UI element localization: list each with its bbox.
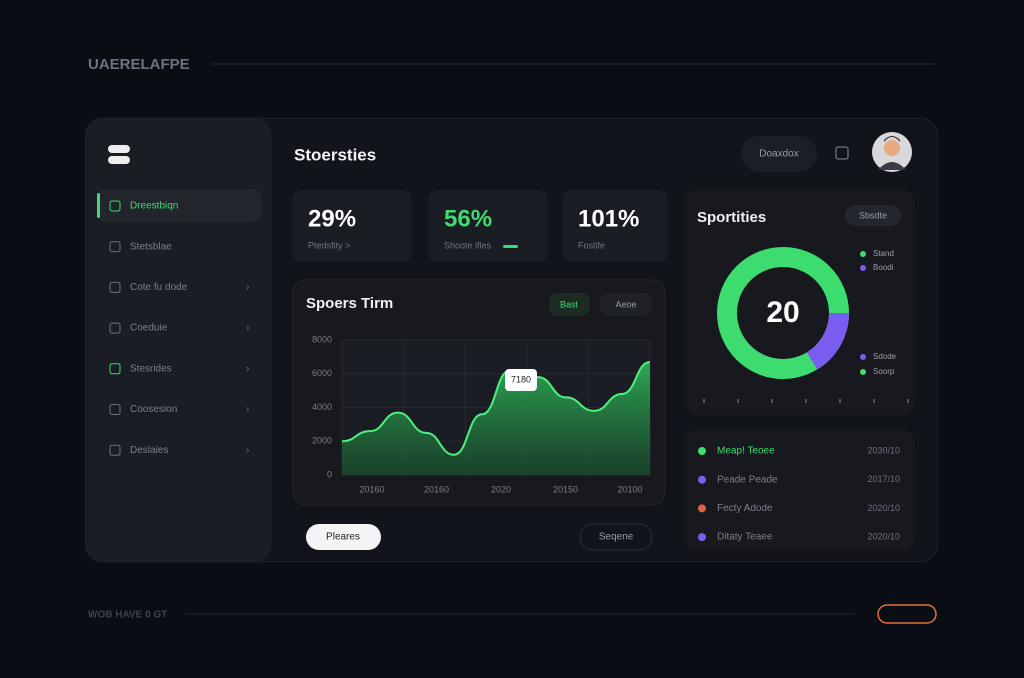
- nav-chevron: ›: [246, 363, 249, 374]
- trend-area: [342, 361, 650, 475]
- y-tick-label: 4000: [312, 402, 332, 412]
- avatar[interactable]: [872, 132, 912, 172]
- stat-label: Shoote ifles: [444, 240, 492, 250]
- nav-label[interactable]: Stetsblae: [130, 241, 172, 252]
- legend-label: Stand: [873, 249, 894, 258]
- legend-dot: [860, 354, 866, 360]
- legend-dot: [860, 251, 866, 257]
- logo: [108, 145, 130, 164]
- footer-text: WOB HAVE 0 GT: [88, 610, 167, 621]
- nav-icon: [109, 281, 121, 293]
- nav-icon: [109, 241, 121, 253]
- primary-button[interactable]: [306, 524, 381, 550]
- stat-card: [292, 190, 412, 262]
- row-value: 2020/10: [867, 531, 900, 541]
- x-tick-label: 20150: [553, 484, 578, 494]
- icon-button[interactable]: [835, 146, 849, 160]
- row-value: 2030/10: [867, 445, 900, 455]
- nav-label[interactable]: Stesrides: [130, 363, 172, 374]
- x-tick-label: 20100: [617, 484, 642, 494]
- nav-icon: [109, 200, 121, 212]
- y-tick-label: 2000: [312, 436, 332, 446]
- x-tick-label: 20160: [359, 484, 384, 494]
- trend-title: Spoers Tirm: [306, 295, 393, 312]
- row-name: Fecty Adode: [717, 503, 773, 514]
- top-button-label: Doaxdox: [759, 149, 798, 160]
- stat-label: Fostife: [578, 240, 605, 250]
- footer-button[interactable]: [877, 604, 937, 624]
- brand: UAERELAFPE: [88, 56, 190, 73]
- chip-label: Bast: [560, 299, 579, 309]
- nav-chevron: ›: [246, 282, 249, 293]
- donut-title: Sportities: [697, 209, 766, 226]
- nav-icon: [109, 322, 121, 334]
- row-value: 2017/10: [867, 474, 900, 484]
- primary-button-label: Pleares: [326, 532, 360, 543]
- stat-value: 101%: [578, 205, 639, 232]
- nav-chevron: ›: [246, 404, 249, 415]
- legend-dot: [860, 265, 866, 271]
- legend-label: Sdode: [873, 352, 897, 361]
- trend-line: [341, 360, 651, 456]
- nav-label[interactable]: Coosesion: [130, 404, 177, 415]
- nav-label[interactable]: Coeduie: [130, 323, 168, 334]
- list-card: [684, 430, 915, 550]
- chip[interactable]: [549, 293, 590, 316]
- nav-chevron: ›: [246, 323, 249, 334]
- axis-dot: [771, 399, 773, 403]
- row-dot: [698, 533, 706, 542]
- sidebar: [85, 118, 272, 562]
- row-dot: [698, 475, 706, 484]
- stat-card: [562, 190, 668, 262]
- donut-button[interactable]: [845, 205, 901, 226]
- donut-arc: [806, 312, 850, 370]
- tooltip: [505, 369, 537, 391]
- nav-label[interactable]: Deslaies: [130, 445, 168, 456]
- y-tick-label: 0: [327, 469, 332, 479]
- nav-chevron: ›: [246, 445, 249, 456]
- nav-icon: [109, 363, 121, 375]
- nav-icon: [109, 404, 121, 415]
- y-tick-label: 6000: [312, 368, 332, 378]
- row-dot: [698, 504, 706, 513]
- row-name: Meap! Teoee: [717, 446, 775, 457]
- page-title: Stoersties: [294, 145, 376, 164]
- chip-label: Aeoe: [615, 299, 636, 309]
- stat-card: [428, 190, 548, 262]
- axis-dot: [839, 399, 841, 403]
- active-item[interactable]: [97, 189, 262, 222]
- row-name: Ditaty Teaee: [717, 532, 773, 543]
- secondary-button-label: Seqene: [599, 532, 634, 543]
- row-value: 2020/10: [867, 503, 900, 513]
- y-tick-label: 8000: [312, 334, 332, 344]
- nav-label[interactable]: Cote fu dode: [130, 282, 188, 293]
- secondary-button[interactable]: [579, 523, 653, 551]
- legend-label: Boodi: [873, 263, 894, 272]
- legend-dot: [860, 369, 866, 375]
- x-tick-label: 2020: [491, 484, 511, 494]
- axis-dot: [805, 399, 807, 403]
- donut-center: 20: [766, 296, 799, 329]
- active-marker: [97, 193, 100, 218]
- row-name: Peade Peade: [717, 474, 778, 485]
- axis-dot: [907, 399, 909, 403]
- stat-value: 56%: [444, 205, 492, 232]
- nav-icon: [109, 444, 121, 456]
- nav-label[interactable]: Dreestbiqn: [130, 201, 178, 212]
- stat-value: 29%: [308, 205, 356, 232]
- x-tick-label: 20160: [424, 484, 449, 494]
- axis-dot: [737, 399, 739, 403]
- stat-bar: [503, 245, 518, 248]
- top-button[interactable]: [741, 136, 817, 172]
- donut-button-label: Sbsdte: [859, 210, 887, 220]
- tooltip-label: 7180: [511, 374, 531, 384]
- axis-dot: [703, 399, 705, 403]
- row-dot: [698, 447, 706, 455]
- legend-label: Soorp: [873, 367, 895, 376]
- stat-label: Ptedsfity >: [308, 240, 350, 250]
- chip[interactable]: [600, 293, 652, 316]
- axis-dot: [873, 399, 875, 403]
